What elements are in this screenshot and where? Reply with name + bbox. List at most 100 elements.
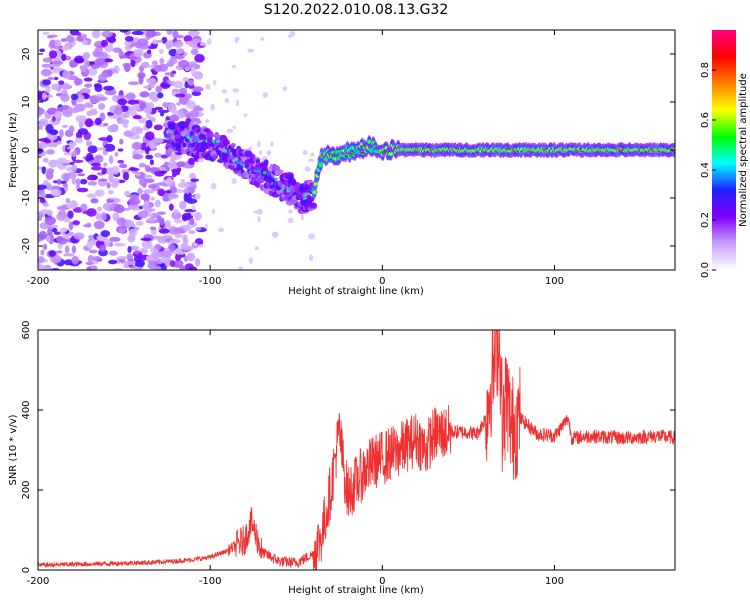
spectrogram-cell (103, 123, 109, 127)
spectrogram-cell (76, 187, 89, 193)
spectrogram-cell (130, 126, 143, 135)
spectrogram-cell (132, 114, 142, 120)
spectrogram-cell (160, 83, 171, 87)
spectrogram-cell (210, 182, 217, 190)
spectrogram-cell (48, 250, 56, 257)
spectrogram-cell (138, 117, 147, 124)
spectrogram-cell (139, 163, 147, 168)
colorbar-gradient (712, 30, 736, 270)
spectrogram-cell (186, 252, 196, 262)
spectrogram-cell (190, 178, 200, 182)
spectrogram-cell (167, 103, 177, 113)
spectrogram-cell (94, 189, 105, 197)
spectrogram-cell (103, 143, 116, 152)
spectrogram-cell (162, 196, 170, 202)
spectrogram-cell (134, 41, 144, 49)
spectrogram-cell (85, 140, 93, 147)
spectrogram-cell (119, 118, 130, 125)
spectrogram-cell (69, 107, 80, 114)
spectrogram-cell (194, 258, 201, 267)
colorbar-tick-label: 0.2 (700, 212, 711, 228)
spectrogram-cell (99, 244, 107, 252)
spectrogram-cell (69, 161, 75, 165)
spectrogram-cell (226, 128, 234, 134)
spectrogram-cell (307, 158, 315, 163)
spectrogram-cell (154, 243, 162, 251)
spectrogram-cell (40, 68, 53, 77)
spectrogram-cell (72, 159, 84, 164)
spectrogram-cell (248, 257, 254, 264)
spectrogram-cell (89, 95, 101, 104)
colorbar-label: Normalized spectral amplitude (738, 73, 749, 227)
spectrogram-cell (122, 171, 130, 181)
spectrogram-cell (119, 138, 124, 145)
spectrogram-cell (262, 92, 268, 98)
spectrogram-cell (183, 188, 190, 195)
spectrogram-cell (235, 99, 240, 107)
spectrogram-cell (56, 205, 68, 211)
spectrogram-cell (180, 243, 189, 250)
spectrogram-cell (175, 34, 184, 39)
snr-y-tick-label: 200 (21, 480, 32, 499)
spectrogram-cell (113, 204, 125, 214)
colorbar-tick-label: 0.6 (700, 112, 711, 128)
spectrogram-y-tick-label: 10 (21, 96, 32, 109)
spectrogram-cell (54, 45, 63, 50)
spectrogram-cell (50, 254, 62, 264)
spectrogram-cell (230, 142, 236, 148)
spectrogram-cell (39, 48, 46, 53)
spectrogram-cell (253, 210, 258, 214)
spectrogram-x-label: Height of straight line (km) (288, 286, 424, 297)
spectrogram-cell (173, 227, 184, 234)
spectrogram-cell (132, 153, 144, 160)
spectrogram-cell (106, 199, 115, 204)
spectrogram-cell (187, 157, 196, 165)
spectrogram-cell (192, 86, 204, 93)
spectrogram-cell (128, 197, 141, 206)
spectrogram-cell (167, 193, 179, 199)
spectrogram-cell (70, 93, 79, 101)
spectrogram-cell (148, 208, 156, 212)
spectrogram-y-tick-label: 0 (21, 147, 32, 153)
spectrogram-cell (174, 233, 183, 239)
spectrogram-cell (310, 152, 315, 157)
spectrogram-cell (38, 142, 48, 149)
spectrogram-cell (38, 107, 45, 116)
spectrogram-cell (38, 256, 45, 264)
spectrogram-cell (39, 209, 51, 215)
spectrogram-cell (189, 172, 197, 180)
spectrogram-cell (74, 31, 82, 36)
spectrogram-cell (111, 165, 120, 175)
snr-y-tick-label: 0 (21, 567, 32, 573)
spectrogram-cell (42, 157, 49, 163)
spectrogram-cell (73, 78, 83, 86)
spectrogram-cell (150, 228, 157, 236)
spectrogram-cell (174, 93, 186, 98)
spectrogram-cell (117, 159, 125, 164)
spectrogram-cell (84, 118, 94, 128)
spectrogram-cell (48, 159, 58, 168)
spectrogram-cell (190, 212, 197, 217)
spectrogram-cell (79, 88, 91, 95)
spectrogram-cell (199, 42, 207, 47)
spectrogram-cell (194, 53, 205, 63)
spectrogram-cell (153, 124, 163, 131)
spectrogram-cell (188, 266, 198, 270)
spectrogram-cell (82, 224, 92, 228)
spectrogram-cell (41, 166, 46, 175)
spectrogram-cell (159, 58, 165, 65)
spectrogram-cell (181, 212, 194, 221)
spectrogram-cell (66, 34, 74, 43)
spectrogram-cell (41, 63, 51, 68)
spectrogram-cell (48, 227, 54, 231)
spectrogram-cell (232, 125, 236, 130)
spectrogram-cell (148, 184, 157, 189)
spectrogram-cell (38, 184, 47, 190)
colorbar-tick-label: 0.0 (700, 262, 711, 278)
spectrogram-cell (45, 85, 51, 94)
spectrogram-cell (66, 202, 73, 209)
spectrogram-cell (83, 102, 92, 108)
spectrogram-cell (75, 178, 81, 186)
spectrogram-cell (231, 64, 236, 69)
snr-y-tick-label: 400 (21, 400, 32, 419)
